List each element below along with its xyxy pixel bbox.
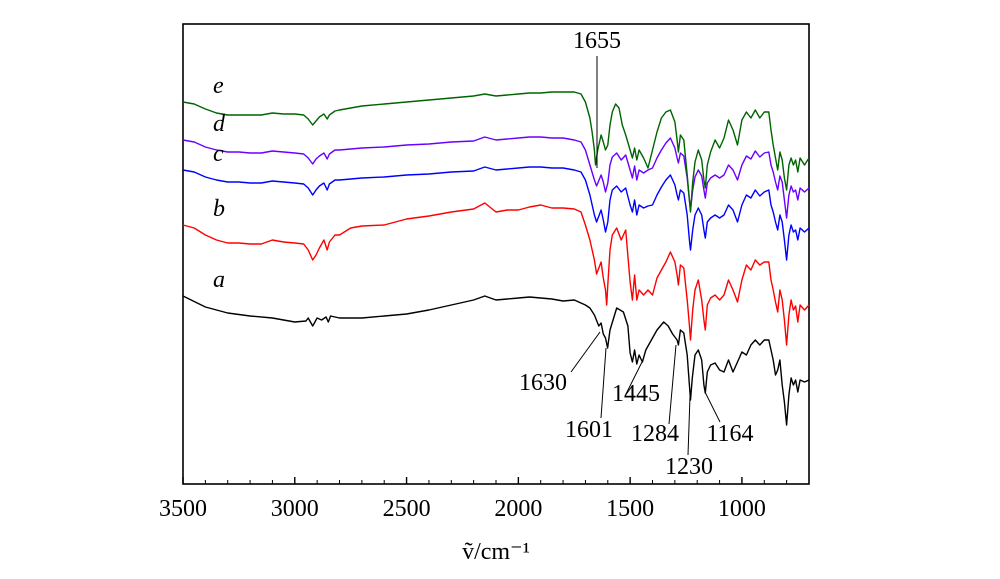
annotation-label: 1230 — [665, 454, 713, 480]
series-label-a: a — [213, 267, 225, 293]
annotation-label: 1601 — [565, 417, 613, 443]
series-labels: a b cde — [213, 73, 226, 293]
annotation-leader — [687, 395, 691, 456]
annotation-leader — [704, 391, 721, 423]
annotation-leader — [624, 361, 643, 397]
series-label-e: e — [213, 73, 224, 99]
x-tick-label: 2000 — [494, 496, 542, 522]
series-line-a — [182, 295, 810, 426]
series-line-b — [182, 202, 810, 346]
x-tick-label: 1000 — [718, 496, 766, 522]
annotation-leader — [668, 344, 677, 425]
annotation-label: 1284 — [631, 421, 679, 447]
series-line-e — [182, 91, 810, 213]
series-label-c: c — [213, 141, 224, 167]
series-label-b: b — [213, 196, 225, 222]
plot-frame — [182, 23, 810, 485]
annotation-leader — [600, 347, 607, 419]
x-axis-ticks: 3500 3000 2500 2000 1500 1000 — [159, 477, 788, 522]
annotation-label: 1655 — [573, 28, 621, 54]
annotation-label: 1164 — [706, 421, 753, 447]
x-tick-label: 3000 — [271, 496, 319, 522]
series-group — [182, 91, 810, 426]
x-tick-label: 1500 — [606, 496, 654, 522]
annotation-label: 1630 — [519, 370, 567, 396]
x-axis-label: ṽ/cm⁻¹ — [462, 539, 530, 565]
peak-annotations: 1655 1630 1601 1445 1284 1230 1164 — [519, 28, 754, 480]
x-tick-label: 2500 — [383, 496, 431, 522]
series-line-d — [182, 136, 810, 219]
annotation-label: 1445 — [612, 381, 660, 407]
series-label-d: d — [213, 111, 226, 137]
annotation-leader — [570, 331, 601, 373]
x-tick-label: 3500 — [159, 496, 207, 522]
series-line-c — [182, 166, 810, 261]
